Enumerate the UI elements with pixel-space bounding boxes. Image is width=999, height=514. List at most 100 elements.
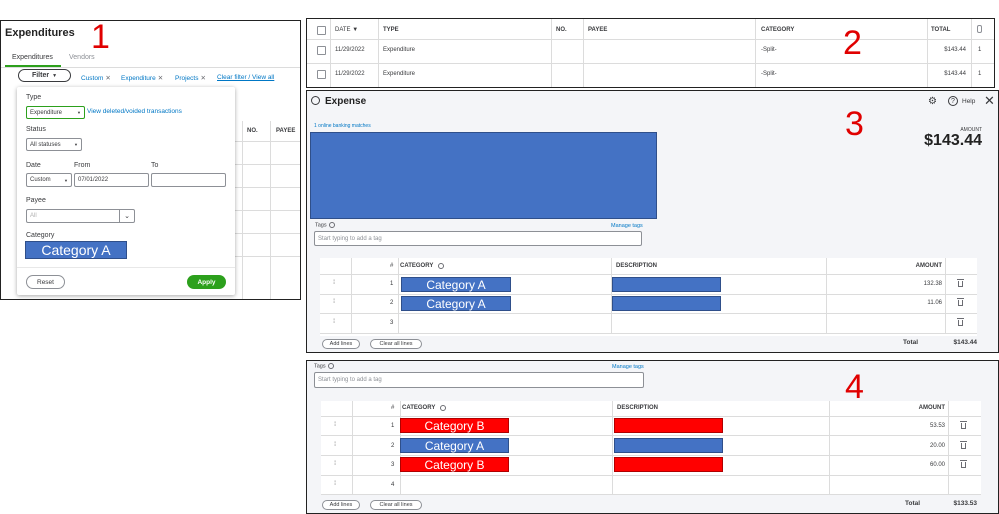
filter-chip-custom[interactable]: Custom ✕ — [81, 74, 111, 82]
row-attachment-count: 1 — [978, 71, 982, 77]
col-category: CATEGORY — [400, 263, 434, 269]
from-date-input[interactable]: 07/01/2022 — [74, 173, 149, 187]
trash-icon[interactable] — [960, 421, 967, 429]
row-divider — [321, 455, 981, 456]
reset-button[interactable]: Reset — [26, 275, 65, 289]
row-checkbox[interactable] — [317, 46, 326, 55]
col-total[interactable]: TOTAL — [931, 27, 951, 33]
manage-tags-link[interactable]: Manage tags — [611, 223, 643, 229]
view-deleted-link[interactable]: View deleted/voided transactions — [87, 108, 182, 115]
history-icon[interactable] — [311, 96, 320, 105]
line-description-redacted[interactable] — [614, 457, 723, 472]
line-amount[interactable]: 20.00 — [929, 443, 945, 449]
drag-handle-icon[interactable]: ⁞⁞ — [333, 319, 336, 325]
close-icon[interactable]: ✕ — [105, 75, 111, 82]
clear-all-lines-button[interactable]: Clear all lines — [370, 339, 422, 349]
line-number: 4 — [391, 482, 395, 488]
col-divider — [755, 19, 756, 87]
tab-expenditures[interactable]: Expenditures — [12, 54, 53, 61]
line-description-redacted[interactable] — [612, 277, 721, 292]
close-icon[interactable]: ✕ — [984, 93, 995, 108]
bg-divider — [235, 210, 300, 211]
add-lines-button[interactable]: Add lines — [322, 500, 360, 510]
row-category: -Split- — [761, 47, 777, 53]
col-divider — [948, 401, 949, 495]
bg-divider — [235, 233, 300, 234]
line-description-redacted[interactable] — [614, 438, 723, 453]
transactions-table-panel: DATE ▼ TYPE NO. PAYEE CATEGORY TOTAL 11/… — [306, 18, 995, 88]
col-category[interactable]: CATEGORY — [761, 27, 795, 33]
line-amount[interactable]: 53.53 — [929, 423, 945, 429]
col-divider — [829, 401, 830, 495]
drag-handle-icon[interactable]: ⁞⁞ — [334, 422, 337, 428]
line-category[interactable]: Category A — [401, 296, 511, 311]
line-number: 1 — [391, 423, 395, 429]
tab-vendors[interactable]: Vendors — [69, 54, 95, 61]
row-type: Expenditure — [383, 71, 416, 77]
trash-icon[interactable] — [960, 460, 967, 468]
drag-handle-icon[interactable]: ⁞⁞ — [333, 280, 336, 286]
total-value: $133.53 — [953, 500, 978, 507]
status-select[interactable]: All statuses ▼ — [26, 138, 82, 151]
apply-button[interactable]: Apply — [187, 275, 226, 289]
col-no[interactable]: NO. — [556, 27, 567, 33]
line-category[interactable]: Category B — [400, 457, 509, 472]
col-payee[interactable]: PAYEE — [588, 27, 608, 33]
category-select[interactable]: Category A — [25, 241, 127, 259]
tags-input[interactable]: Start typing to add a tag — [314, 231, 642, 246]
to-date-input[interactable] — [151, 173, 226, 187]
bg-divider — [235, 141, 300, 142]
status-select-value: All statuses — [30, 141, 61, 148]
banking-matches-link[interactable]: 1 online banking matches — [314, 123, 371, 129]
trash-icon[interactable] — [957, 298, 964, 306]
amount-value: $143.44 — [924, 132, 982, 149]
drag-handle-icon[interactable]: ⁞⁞ — [334, 461, 337, 467]
line-amount[interactable]: 132.38 — [923, 281, 942, 287]
date-range-select[interactable]: Custom ▼ — [26, 173, 72, 187]
line-amount[interactable]: 11.06 — [927, 300, 942, 306]
drag-handle-icon[interactable]: ⁞⁞ — [334, 442, 337, 448]
trash-icon[interactable] — [960, 441, 967, 449]
row-checkbox[interactable] — [317, 70, 326, 79]
drag-handle-icon[interactable]: ⁞⁞ — [333, 299, 336, 305]
line-description-redacted[interactable] — [614, 418, 723, 433]
line-category[interactable]: Category A — [400, 438, 509, 453]
line-category[interactable]: Category A — [401, 277, 511, 292]
drag-handle-icon[interactable]: ⁞⁞ — [334, 481, 337, 487]
type-select[interactable]: Expenditure ▼ — [26, 106, 85, 119]
line-number: 3 — [391, 462, 395, 468]
filter-chip-projects[interactable]: Projects ✕ — [175, 74, 206, 82]
filter-button[interactable]: Filter ▼ — [18, 69, 71, 82]
clear-all-lines-button[interactable]: Clear all lines — [370, 500, 422, 510]
col-type[interactable]: TYPE — [383, 27, 399, 33]
redacted-payee-area — [310, 132, 657, 219]
trash-icon[interactable] — [957, 318, 964, 326]
line-category[interactable]: Category B — [400, 418, 509, 433]
chevron-down-icon[interactable]: ⌄ — [119, 210, 134, 222]
col-date[interactable]: DATE ▼ — [335, 27, 359, 33]
help-label[interactable]: Help — [962, 98, 976, 105]
chip-label: Projects — [175, 75, 199, 82]
line-amount[interactable]: 60.00 — [929, 462, 945, 468]
close-icon[interactable]: ✕ — [200, 75, 206, 82]
row-divider — [307, 63, 994, 64]
col-divider — [927, 19, 928, 87]
manage-tags-link[interactable]: Manage tags — [612, 364, 644, 370]
tags-input[interactable]: Start typing to add a tag — [314, 372, 644, 388]
select-all-checkbox[interactable] — [317, 26, 326, 35]
line-number: 1 — [390, 281, 394, 287]
clear-filter-link[interactable]: Clear filter / View all — [217, 74, 275, 81]
chip-label: Custom — [81, 75, 104, 82]
payee-placeholder: All — [30, 213, 37, 219]
col-line-number: # — [390, 263, 394, 269]
payee-select[interactable]: All ⌄ — [26, 209, 135, 223]
col-divider — [612, 401, 613, 495]
close-icon[interactable]: ✕ — [157, 75, 164, 82]
gear-icon[interactable]: ⚙ — [928, 96, 937, 107]
add-lines-button[interactable]: Add lines — [322, 339, 360, 349]
filter-chip-expenditure[interactable]: Expenditure ✕ — [121, 74, 163, 82]
trash-icon[interactable] — [957, 279, 964, 287]
help-icon[interactable]: ? — [948, 96, 958, 106]
info-icon — [327, 363, 334, 369]
line-description-redacted[interactable] — [612, 296, 721, 311]
